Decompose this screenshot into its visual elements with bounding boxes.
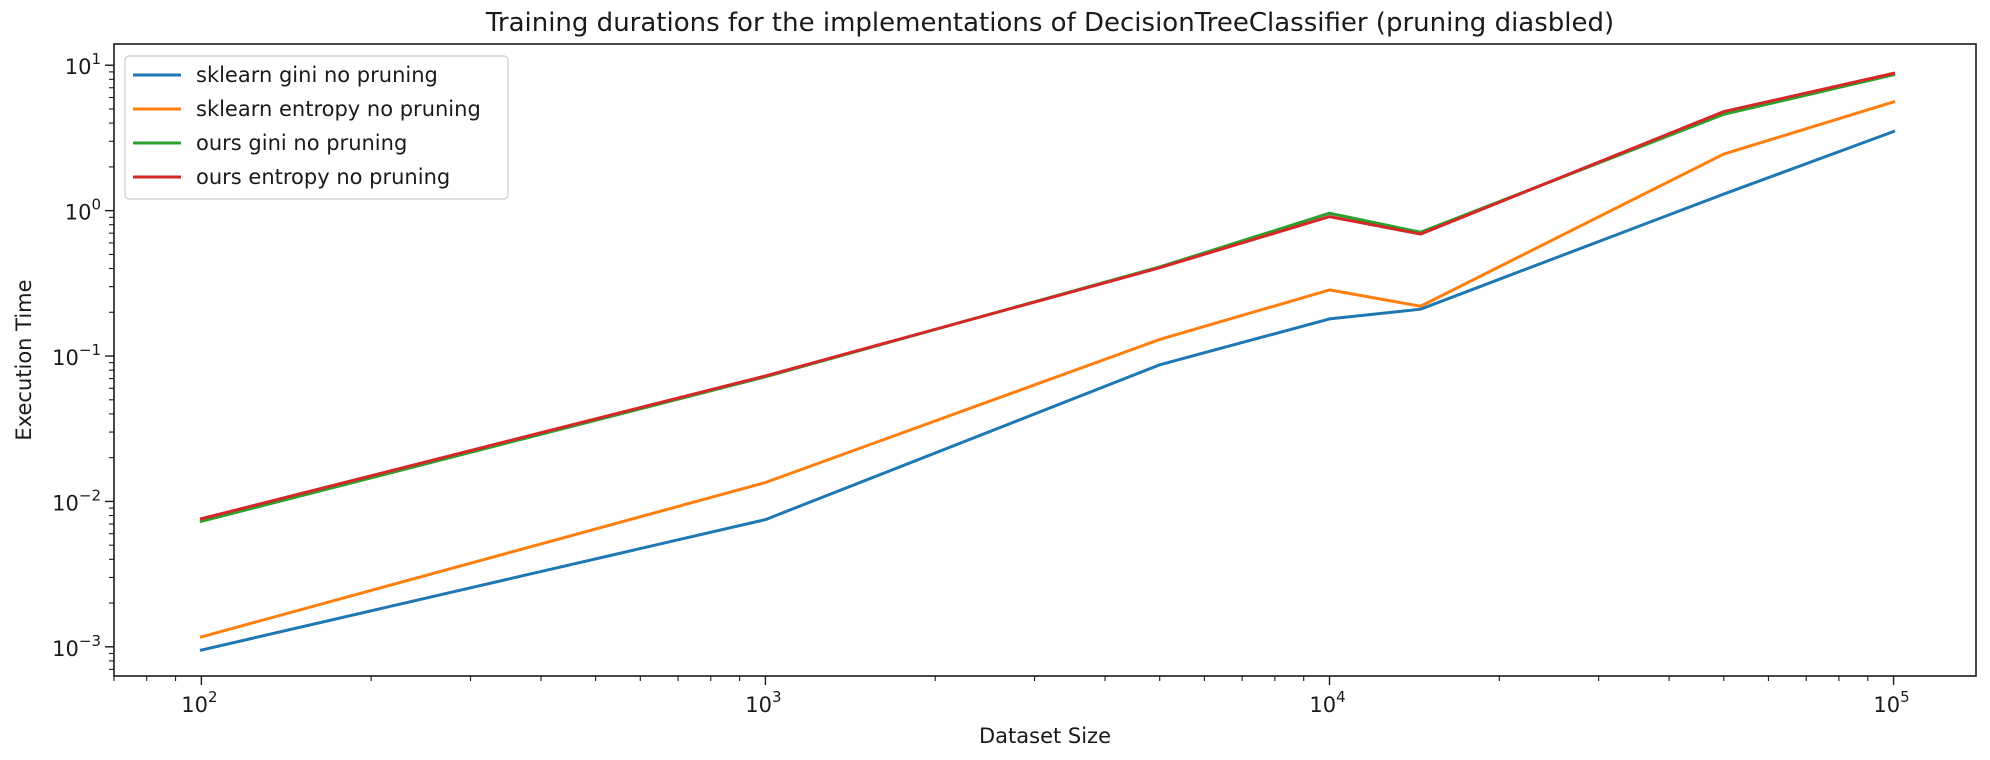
series-line-4 — [199, 71, 1896, 521]
legend-label: sklearn gini no pruning — [196, 63, 438, 87]
x-tick-label: 104 — [1309, 688, 1345, 717]
x-tick-label: 105 — [1873, 688, 1909, 717]
y-tick-label: 10−1 — [52, 341, 101, 370]
x-axis-label: Dataset Size — [979, 724, 1111, 748]
y-tick-label: 101 — [65, 50, 101, 79]
plot-frame — [113, 43, 1977, 677]
legend-label: ours gini no pruning — [196, 131, 407, 155]
chart-title: Training durations for the implementatio… — [485, 8, 1614, 38]
legend-box — [124, 55, 509, 200]
series-line-2 — [199, 99, 1896, 639]
y-tick-label: 100 — [65, 196, 101, 225]
series-lines — [199, 71, 1896, 652]
y-axis-label: Execution Time — [12, 279, 36, 440]
legend: sklearn gini no pruning sklearn entropy n… — [124, 55, 509, 200]
x-tick-label: 103 — [745, 688, 781, 717]
legend-label: sklearn entropy no pruning — [196, 97, 481, 121]
y-tick-label: 10−2 — [52, 486, 101, 515]
y-tick-label: 10−3 — [52, 632, 101, 661]
series-line-1 — [199, 129, 1896, 652]
x-tick-label: 102 — [181, 688, 217, 717]
major-ticks: 102 103 104 105 10−3 10−2 10−1 100 101 — [52, 50, 1910, 717]
minor-ticks — [109, 71, 1869, 681]
legend-label: ours entropy no pruning — [196, 165, 450, 189]
